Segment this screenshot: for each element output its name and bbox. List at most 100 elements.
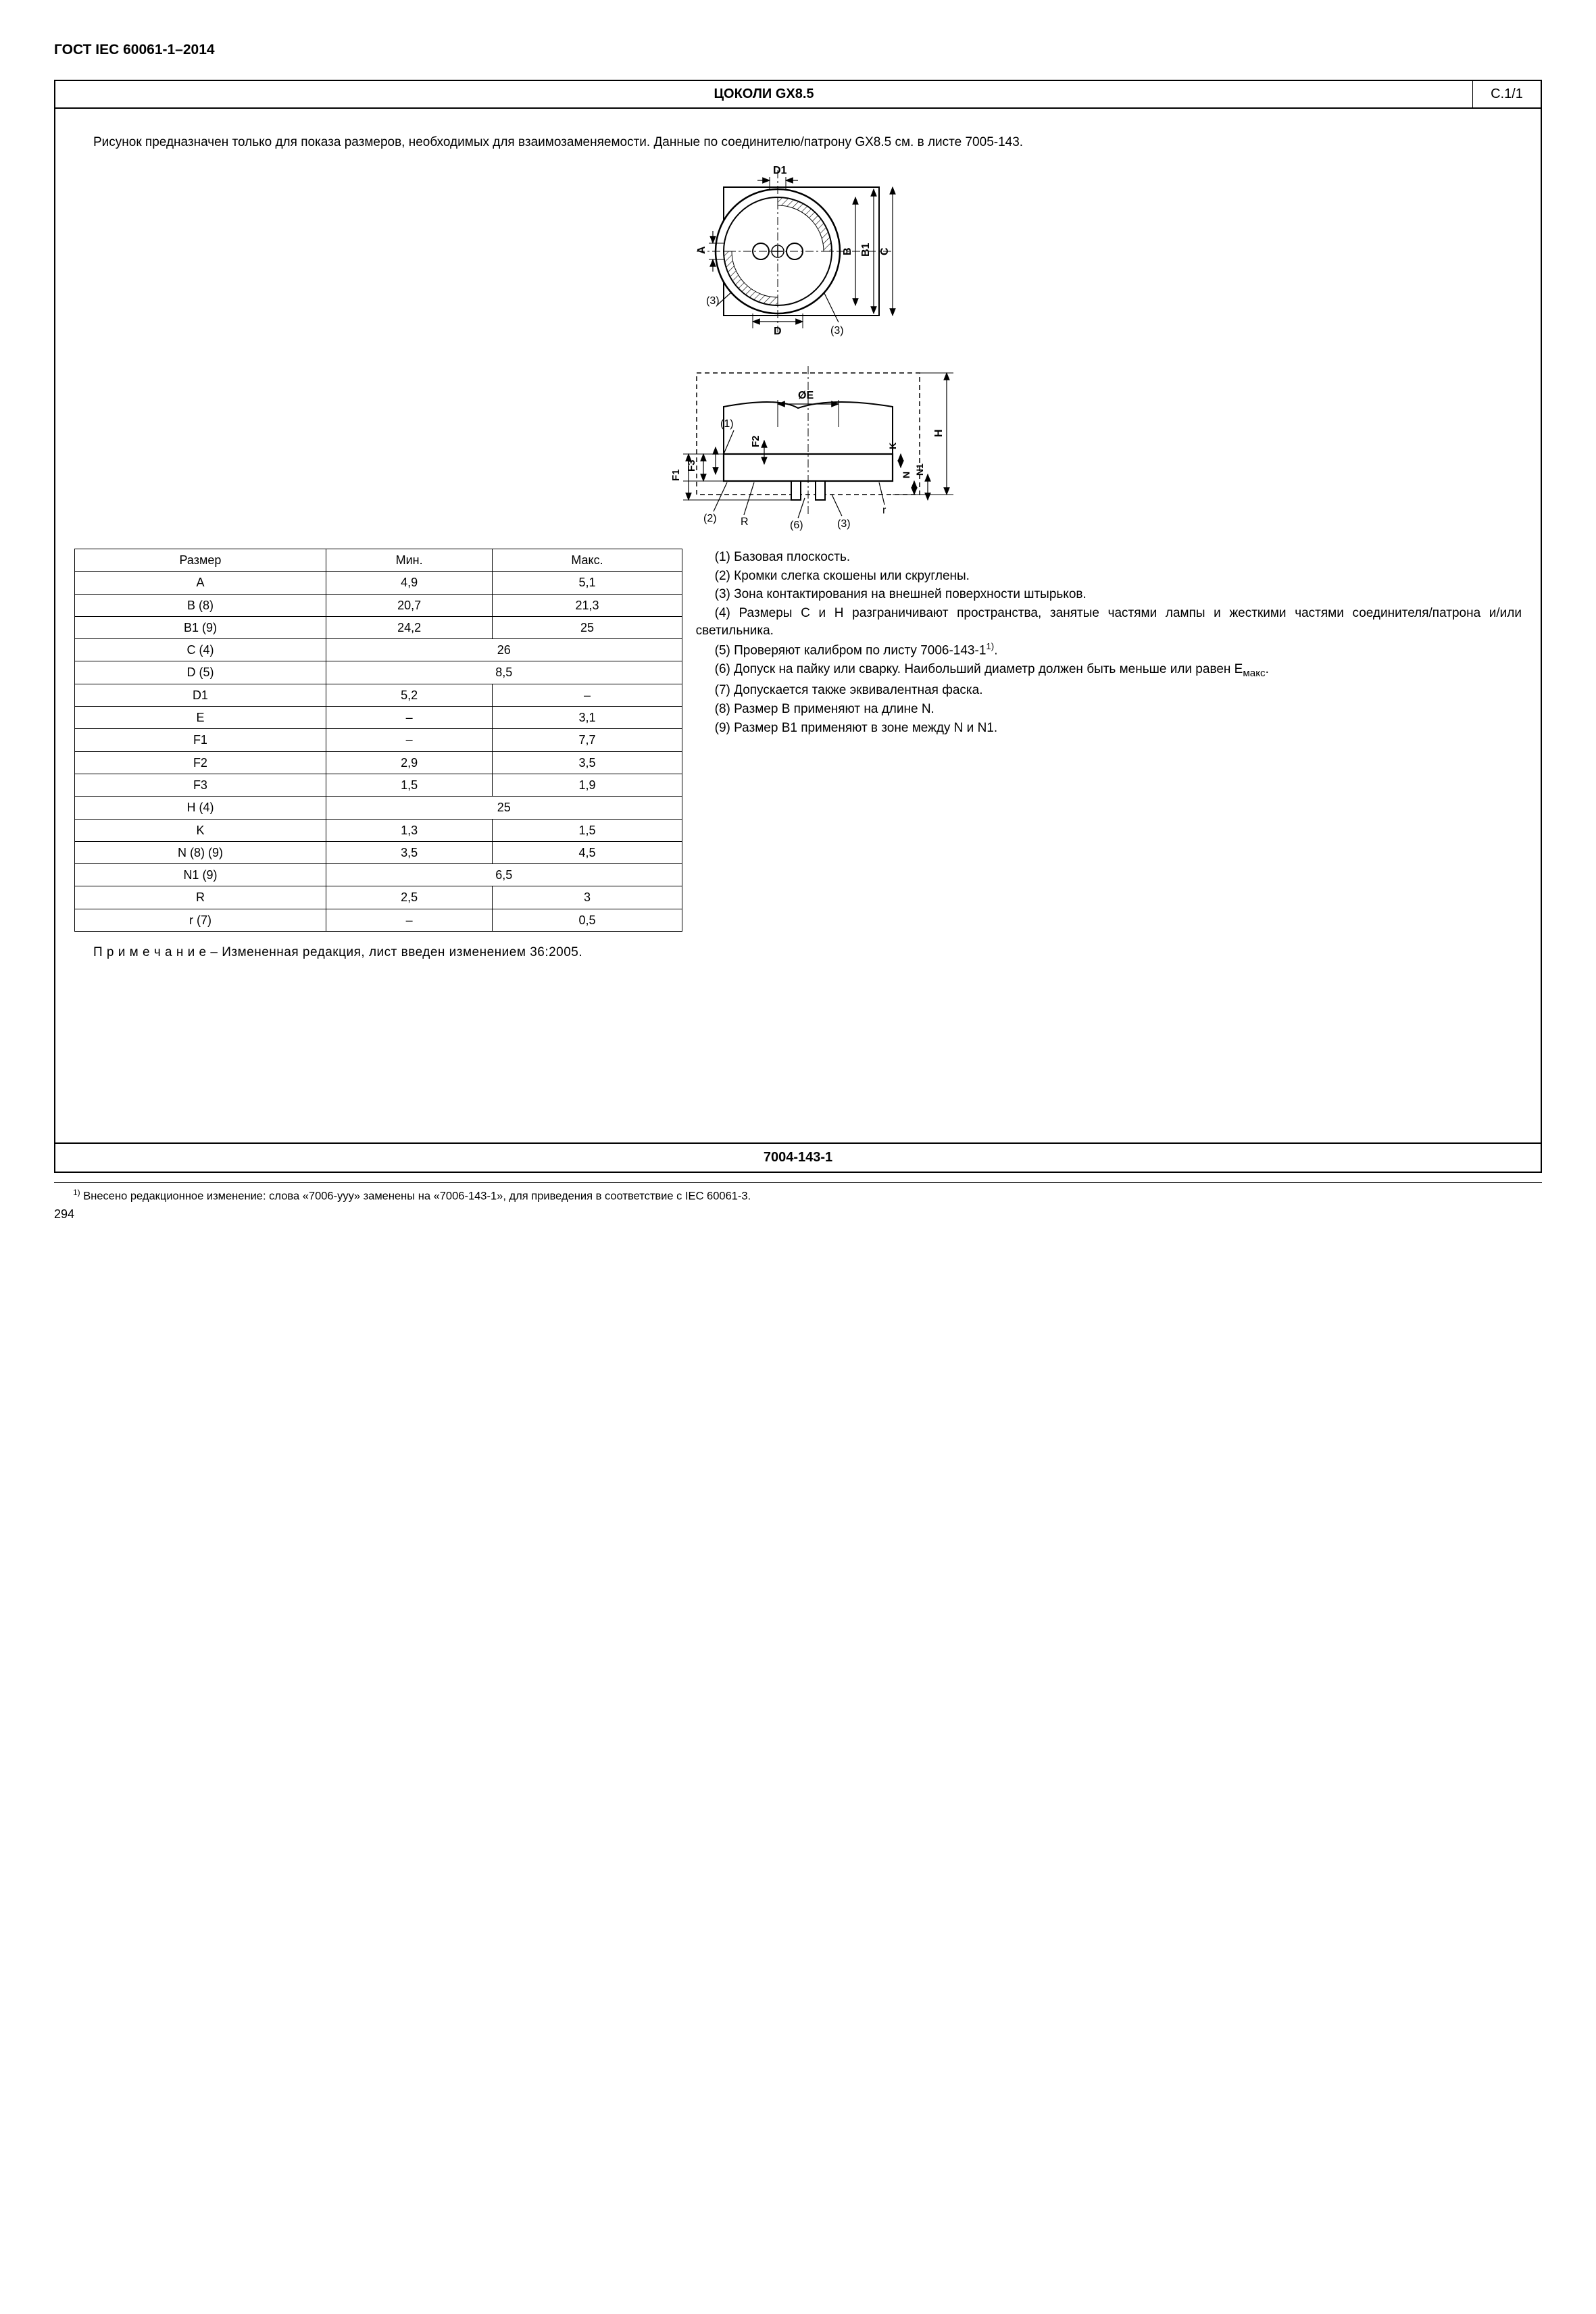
note-3: (3) Зона контактирования на внешней пове… xyxy=(696,586,1522,603)
svg-text:(6): (6) xyxy=(790,520,803,531)
cell-dim: F3 xyxy=(75,774,326,796)
th-min: Мин. xyxy=(326,549,492,571)
table-row: D (5)8,5 xyxy=(75,661,682,684)
cell-dim: E xyxy=(75,707,326,729)
note-9: (9) Размер B1 применяют в зоне между N и… xyxy=(696,720,1522,737)
table-row: F22,93,5 xyxy=(75,751,682,774)
note-5: (5) Проверяют калибром по листу 7006-143… xyxy=(696,640,1522,659)
table-row: F1–7,7 xyxy=(75,729,682,751)
dimensions-table: Размер Мин. Макс. A4,95,1B (8)20,721,3B1… xyxy=(74,549,682,932)
diagram-side: ØE (1) F1 F3 F2 xyxy=(74,359,1522,535)
svg-text:(1): (1) xyxy=(720,418,734,430)
footnote: 1) Внесено редакционное изменение: слова… xyxy=(54,1182,1542,1204)
cell-min: 20,7 xyxy=(326,594,492,616)
cell-max: 25 xyxy=(493,616,682,638)
cell-max: 0,5 xyxy=(493,909,682,931)
main-frame: ЦОКОЛИ GX8.5 C.1/1 Рисунок предназначен … xyxy=(54,80,1542,1172)
table-row: B1 (9)24,225 xyxy=(75,616,682,638)
title-main: ЦОКОЛИ GX8.5 xyxy=(55,81,1473,107)
svg-text:F2: F2 xyxy=(750,435,762,447)
title-ref: C.1/1 xyxy=(1473,81,1541,107)
svg-text:N1: N1 xyxy=(914,463,925,476)
cell-dim: B1 (9) xyxy=(75,616,326,638)
svg-text:F3: F3 xyxy=(686,459,697,472)
dimensions-table-wrap: Размер Мин. Макс. A4,95,1B (8)20,721,3B1… xyxy=(74,549,682,932)
cell-merged: 26 xyxy=(326,639,682,661)
note-2: (2) Кромки слегка скошены или скруглены. xyxy=(696,568,1522,585)
cell-dim: F1 xyxy=(75,729,326,751)
table-row: R2,53 xyxy=(75,886,682,909)
cell-min: 24,2 xyxy=(326,616,492,638)
notes-col: (1) Базовая плоскость. (2) Кромки слегка… xyxy=(696,549,1522,738)
cell-dim: H (4) xyxy=(75,797,326,819)
cell-max: 1,9 xyxy=(493,774,682,796)
cell-max: 7,7 xyxy=(493,729,682,751)
cell-min: – xyxy=(326,707,492,729)
svg-text:ØE: ØE xyxy=(798,390,814,401)
svg-text:r: r xyxy=(882,505,887,516)
svg-text:(3): (3) xyxy=(830,325,844,336)
svg-text:B1: B1 xyxy=(860,243,872,257)
cell-max: 1,5 xyxy=(493,819,682,841)
cell-max: – xyxy=(493,684,682,706)
note-8: (8) Размер B применяют на длине N. xyxy=(696,701,1522,718)
note-4: (4) Размеры C и H разграничивают простра… xyxy=(696,605,1522,639)
svg-text:N: N xyxy=(901,472,912,478)
cell-merged: 8,5 xyxy=(326,661,682,684)
svg-text:R: R xyxy=(741,516,749,528)
cell-dim: C (4) xyxy=(75,639,326,661)
cell-dim: D (5) xyxy=(75,661,326,684)
table-row: A4,95,1 xyxy=(75,572,682,594)
table-row: H (4)25 xyxy=(75,797,682,819)
cell-merged: 6,5 xyxy=(326,864,682,886)
table-row: N1 (9)6,5 xyxy=(75,864,682,886)
cell-max: 3 xyxy=(493,886,682,909)
cell-min: 2,9 xyxy=(326,751,492,774)
cell-dim: R xyxy=(75,886,326,909)
note-7: (7) Допускается также эквивалентная фаск… xyxy=(696,682,1522,699)
svg-text:(2): (2) xyxy=(703,513,717,524)
diagram-top: D1 A B B1 C xyxy=(74,157,1522,346)
cell-dim: B (8) xyxy=(75,594,326,616)
table-row: B (8)20,721,3 xyxy=(75,594,682,616)
cell-min: 2,5 xyxy=(326,886,492,909)
svg-text:F1: F1 xyxy=(670,469,682,481)
table-row: C (4)26 xyxy=(75,639,682,661)
cell-dim: A xyxy=(75,572,326,594)
cell-min: 3,5 xyxy=(326,841,492,863)
cell-min: 5,2 xyxy=(326,684,492,706)
cell-max: 21,3 xyxy=(493,594,682,616)
svg-text:(3): (3) xyxy=(837,518,851,530)
cell-max: 4,5 xyxy=(493,841,682,863)
cell-max: 3,5 xyxy=(493,751,682,774)
th-max: Макс. xyxy=(493,549,682,571)
page-number: 294 xyxy=(54,1206,1542,1222)
bottom-ref: 7004-143-1 xyxy=(55,1142,1541,1172)
svg-text:D1: D1 xyxy=(773,165,787,176)
svg-text:C: C xyxy=(879,247,891,255)
svg-text:B: B xyxy=(842,247,853,255)
table-row: F31,51,9 xyxy=(75,774,682,796)
cell-max: 3,1 xyxy=(493,707,682,729)
cell-merged: 25 xyxy=(326,797,682,819)
note-1: (1) Базовая плоскость. xyxy=(696,549,1522,566)
cell-dim: F2 xyxy=(75,751,326,774)
svg-text:A: A xyxy=(696,246,707,254)
intro-text: Рисунок предназначен только для показа р… xyxy=(74,134,1522,151)
cell-dim: D1 xyxy=(75,684,326,706)
cell-dim: K xyxy=(75,819,326,841)
cell-min: – xyxy=(326,729,492,751)
svg-text:H: H xyxy=(933,429,945,437)
th-dim: Размер xyxy=(75,549,326,571)
cell-min: 4,9 xyxy=(326,572,492,594)
table-row: E–3,1 xyxy=(75,707,682,729)
table-row: D15,2– xyxy=(75,684,682,706)
note-6: (6) Допуск на пайку или сварку. Наибольш… xyxy=(696,661,1522,680)
cell-dim: N (8) (9) xyxy=(75,841,326,863)
cell-max: 5,1 xyxy=(493,572,682,594)
svg-text:D: D xyxy=(774,326,782,337)
table-row: r (7)–0,5 xyxy=(75,909,682,931)
svg-text:K: K xyxy=(887,443,898,449)
table-row: K1,31,5 xyxy=(75,819,682,841)
title-row: ЦОКОЛИ GX8.5 C.1/1 xyxy=(55,80,1541,109)
